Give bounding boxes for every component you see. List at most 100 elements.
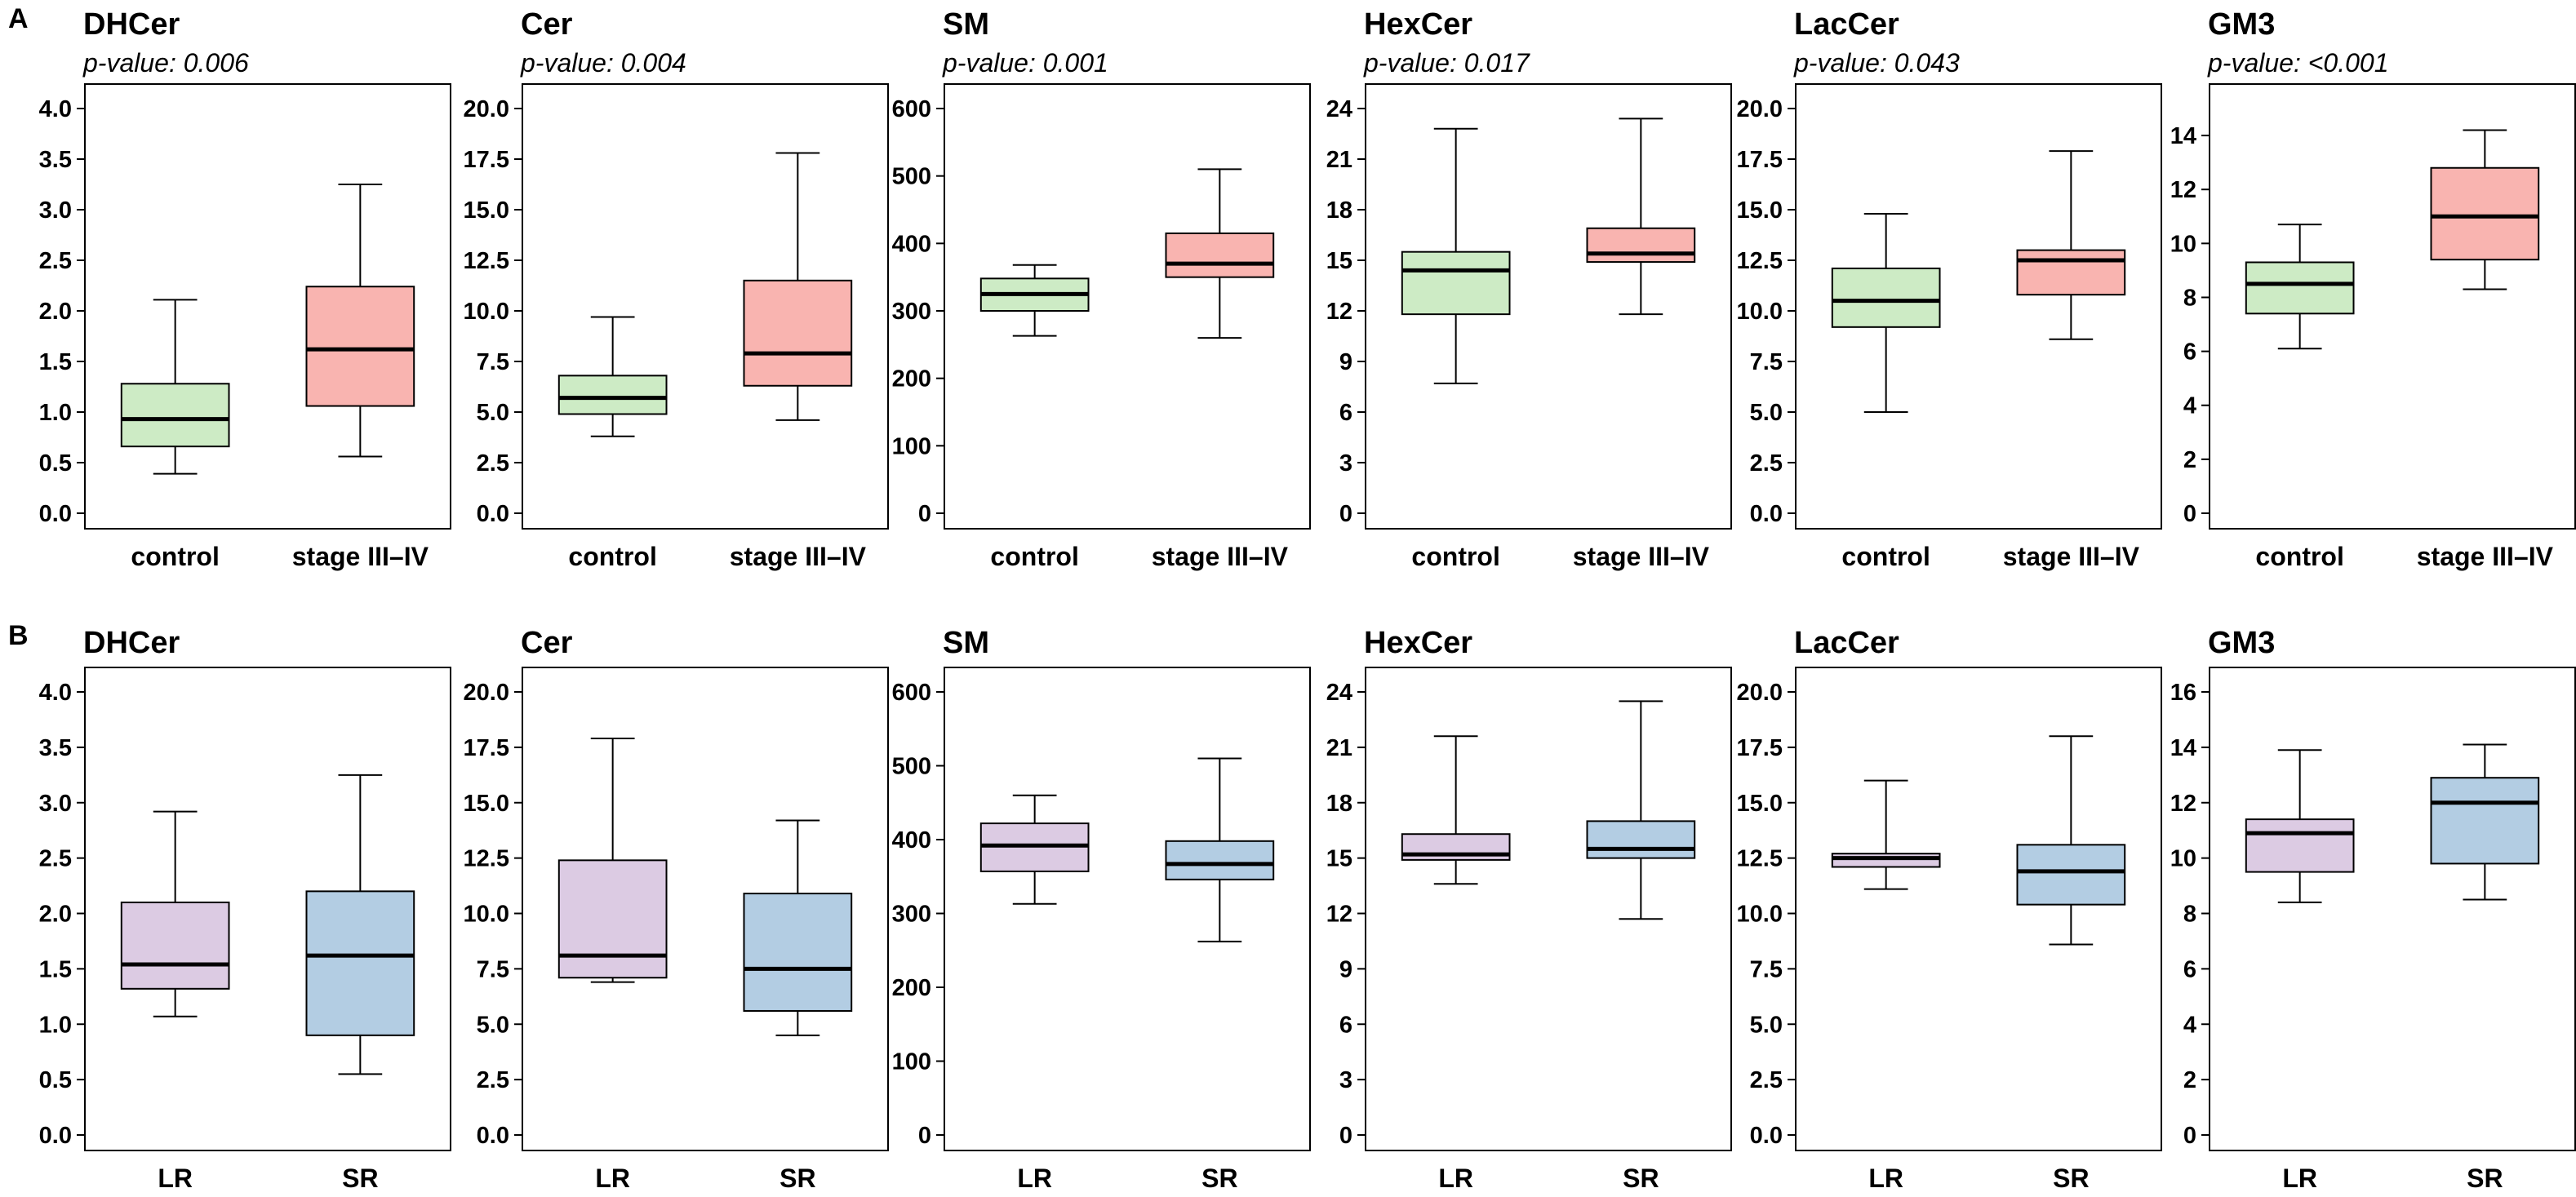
chart-9: HexCer 0 3 6 9 12 15 18 21 24 LR SR [1326, 626, 1732, 1193]
iqr-box [305, 890, 415, 1036]
iqr-box [1831, 267, 1941, 328]
chart-title: SM [943, 7, 989, 42]
plot-frame [1795, 667, 2162, 1151]
iqr-box [743, 893, 853, 1012]
chart-5: GM3 p-value: <0.001 0 2 4 6 8 10 12 14 control stag… [2170, 7, 2576, 571]
y-tick-label: 1.0 [39, 1012, 72, 1038]
y-tick-label: 0.5 [39, 450, 72, 477]
y-tick-label: 21 [1326, 735, 1352, 761]
chart-8: SM 0 100 200 300 400 500 600 LR SR [892, 626, 1311, 1193]
x-category-label: LR [1438, 1164, 1473, 1193]
y-tick-label: 5.0 [477, 1012, 509, 1038]
y-tick-label: 12 [2170, 791, 2196, 817]
y-tick-label: 20.0 [464, 680, 509, 706]
x-category-label: LR [2282, 1164, 2317, 1193]
y-tick-label: 0.0 [1750, 1123, 1783, 1149]
y-tick-label: 4 [2183, 393, 2196, 419]
y-tick-label: 24 [1326, 96, 1352, 122]
y-tick-label: 20.0 [1737, 96, 1783, 122]
x-category-label: stage III–IV [1152, 542, 1289, 571]
x-category-label: SR [1623, 1164, 1659, 1193]
y-tick-label: 18 [1326, 197, 1352, 224]
y-tick-label: 400 [892, 231, 931, 257]
chart-title: DHCer [83, 626, 180, 660]
y-tick-label: 17.5 [1737, 147, 1783, 173]
chart-title: GM3 [2208, 626, 2275, 660]
x-category-label: control [990, 542, 1078, 571]
chart-title: LacCer [1794, 626, 1899, 660]
y-tick-label: 0 [918, 501, 931, 527]
y-tick-label: 2.5 [1750, 1067, 1783, 1093]
y-tick-label: 2.5 [477, 450, 509, 477]
y-tick-label: 2.5 [477, 1067, 509, 1093]
iqr-box [2016, 249, 2126, 296]
x-category-label: control [568, 542, 656, 571]
chart-title: Cer [521, 7, 573, 42]
chart-11: GM3 0 2 4 6 8 10 12 14 16 LR SR [2170, 626, 2576, 1193]
iqr-box [1165, 232, 1275, 278]
y-tick-label: 600 [892, 680, 931, 706]
iqr-box [1831, 853, 1941, 868]
y-tick-label: 12 [1326, 902, 1352, 928]
x-category-label: stage III–IV [2003, 542, 2140, 571]
iqr-box [2245, 261, 2355, 315]
y-tick-label: 1.5 [39, 349, 72, 375]
iqr-box [557, 859, 668, 979]
iqr-box [1586, 227, 1696, 264]
plot-frame [84, 667, 451, 1151]
y-tick-label: 12.5 [464, 846, 509, 872]
x-category-label: stage III–IV [2417, 542, 2554, 571]
y-tick-label: 7.5 [1750, 349, 1783, 375]
y-tick-label: 6 [2183, 956, 2196, 982]
y-tick-label: 20.0 [1737, 680, 1783, 706]
y-tick-label: 500 [892, 754, 931, 780]
chart-title: LacCer [1794, 7, 1899, 42]
x-category-label: SR [1201, 1164, 1237, 1193]
y-tick-label: 100 [892, 1049, 931, 1075]
y-tick-label: 12.5 [1737, 248, 1783, 274]
plot-frame [522, 667, 889, 1151]
y-tick-label: 10.0 [464, 902, 509, 928]
chart-4: LacCer p-value: 0.043 0.0 2.5 5.0 7.5 10.0 12.5… [1737, 7, 2162, 571]
y-tick-label: 20.0 [464, 96, 509, 122]
x-category-label: control [1411, 542, 1499, 571]
y-tick-label: 4.0 [39, 96, 72, 122]
x-category-label: stage III–IV [292, 542, 429, 571]
x-category-label: SR [2053, 1164, 2089, 1193]
y-tick-label: 12.5 [1737, 846, 1783, 872]
panel-label-a: A [8, 3, 29, 34]
chart-6: DHCer 0.0 0.5 1.0 1.5 2.0 2.5 3.0 3.5 4.0 LR SR [39, 626, 451, 1193]
y-tick-label: 3.5 [39, 147, 72, 173]
x-category-label: LR [158, 1164, 193, 1193]
y-tick-label: 15.0 [1737, 197, 1783, 224]
chart-subtitle: p-value: <0.001 [2207, 48, 2389, 78]
y-tick-label: 0.5 [39, 1067, 72, 1093]
y-tick-label: 2.0 [39, 299, 72, 325]
y-tick-label: 2.0 [39, 902, 72, 928]
y-tick-label: 10.0 [1737, 299, 1783, 325]
plot-frame [1365, 83, 1732, 530]
y-tick-label: 0.0 [1750, 501, 1783, 527]
y-tick-label: 3.5 [39, 735, 72, 761]
y-tick-label: 12 [2170, 177, 2196, 203]
y-tick-label: 600 [892, 96, 931, 122]
y-tick-label: 10 [2170, 846, 2196, 872]
chart-subtitle: p-value: 0.017 [1363, 48, 1530, 78]
y-tick-label: 5.0 [1750, 400, 1783, 426]
y-tick-label: 0 [2183, 1123, 2196, 1149]
chart-2: SM p-value: 0.001 0 100 200 300 400 500 600 contr… [892, 7, 1311, 571]
y-tick-label: 21 [1326, 147, 1352, 173]
chart-subtitle: p-value: 0.043 [1793, 48, 1960, 78]
chart-subtitle: p-value: 0.004 [520, 48, 686, 78]
y-tick-label: 9 [1339, 349, 1352, 375]
iqr-box [305, 286, 415, 407]
x-category-label: LR [595, 1164, 630, 1193]
iqr-box [120, 383, 230, 448]
y-tick-label: 3.0 [39, 197, 72, 224]
y-tick-label: 5.0 [1750, 1012, 1783, 1038]
y-tick-label: 500 [892, 164, 931, 190]
chart-subtitle: p-value: 0.006 [82, 48, 249, 78]
plot-frame [944, 83, 1311, 530]
x-category-label: control [131, 542, 219, 571]
